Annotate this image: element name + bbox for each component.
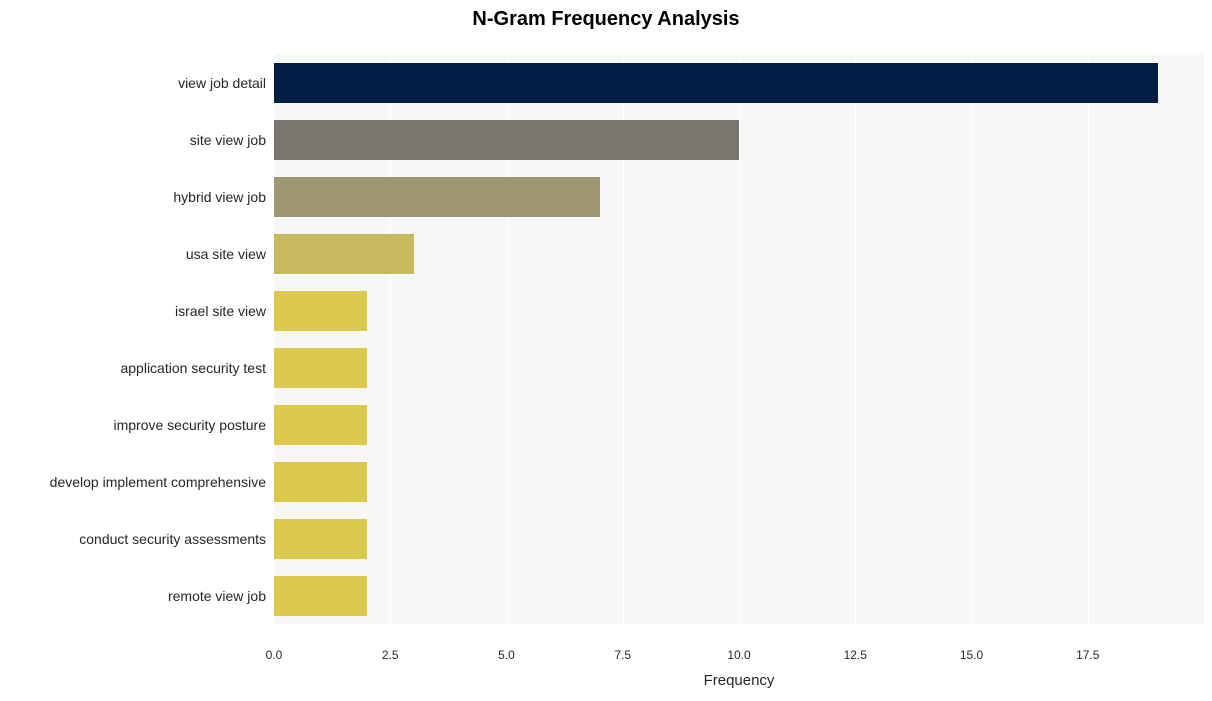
ngram-frequency-chart: N-Gram Frequency Analysis Frequency view… bbox=[0, 0, 1212, 701]
x-axis-label: Frequency bbox=[274, 672, 1204, 689]
y-tick-label: usa site view bbox=[6, 247, 266, 261]
plot-area bbox=[274, 36, 1204, 644]
y-tick-label: conduct security assessments bbox=[6, 532, 266, 546]
bar bbox=[274, 177, 600, 217]
y-tick-label: israel site view bbox=[6, 304, 266, 318]
y-tick-label: view job detail bbox=[6, 76, 266, 90]
y-tick-label: develop implement comprehensive bbox=[6, 475, 266, 489]
bar bbox=[274, 576, 367, 616]
y-tick-label: remote view job bbox=[6, 589, 266, 603]
x-tick-label: 17.5 bbox=[1076, 648, 1099, 662]
bar bbox=[274, 462, 367, 502]
y-tick-label: application security test bbox=[6, 361, 266, 375]
y-tick-label: improve security posture bbox=[6, 418, 266, 432]
chart-title: N-Gram Frequency Analysis bbox=[0, 8, 1212, 31]
row-band bbox=[274, 453, 1204, 510]
y-tick-label: site view job bbox=[6, 133, 266, 147]
x-tick-label: 10.0 bbox=[727, 648, 750, 662]
bar bbox=[274, 405, 367, 445]
row-band bbox=[274, 339, 1204, 396]
bar bbox=[274, 63, 1158, 103]
x-tick-label: 5.0 bbox=[498, 648, 515, 662]
bar bbox=[274, 348, 367, 388]
x-tick-label: 2.5 bbox=[382, 648, 399, 662]
row-band bbox=[274, 282, 1204, 339]
row-band bbox=[274, 510, 1204, 567]
x-tick-label: 15.0 bbox=[960, 648, 983, 662]
x-tick-label: 0.0 bbox=[266, 648, 283, 662]
bar bbox=[274, 120, 739, 160]
bar bbox=[274, 291, 367, 331]
row-band bbox=[274, 396, 1204, 453]
row-band bbox=[274, 567, 1204, 624]
y-tick-label: hybrid view job bbox=[6, 190, 266, 204]
bar bbox=[274, 234, 414, 274]
x-tick-label: 12.5 bbox=[844, 648, 867, 662]
bar bbox=[274, 519, 367, 559]
x-tick-label: 7.5 bbox=[614, 648, 631, 662]
row-band bbox=[274, 225, 1204, 282]
